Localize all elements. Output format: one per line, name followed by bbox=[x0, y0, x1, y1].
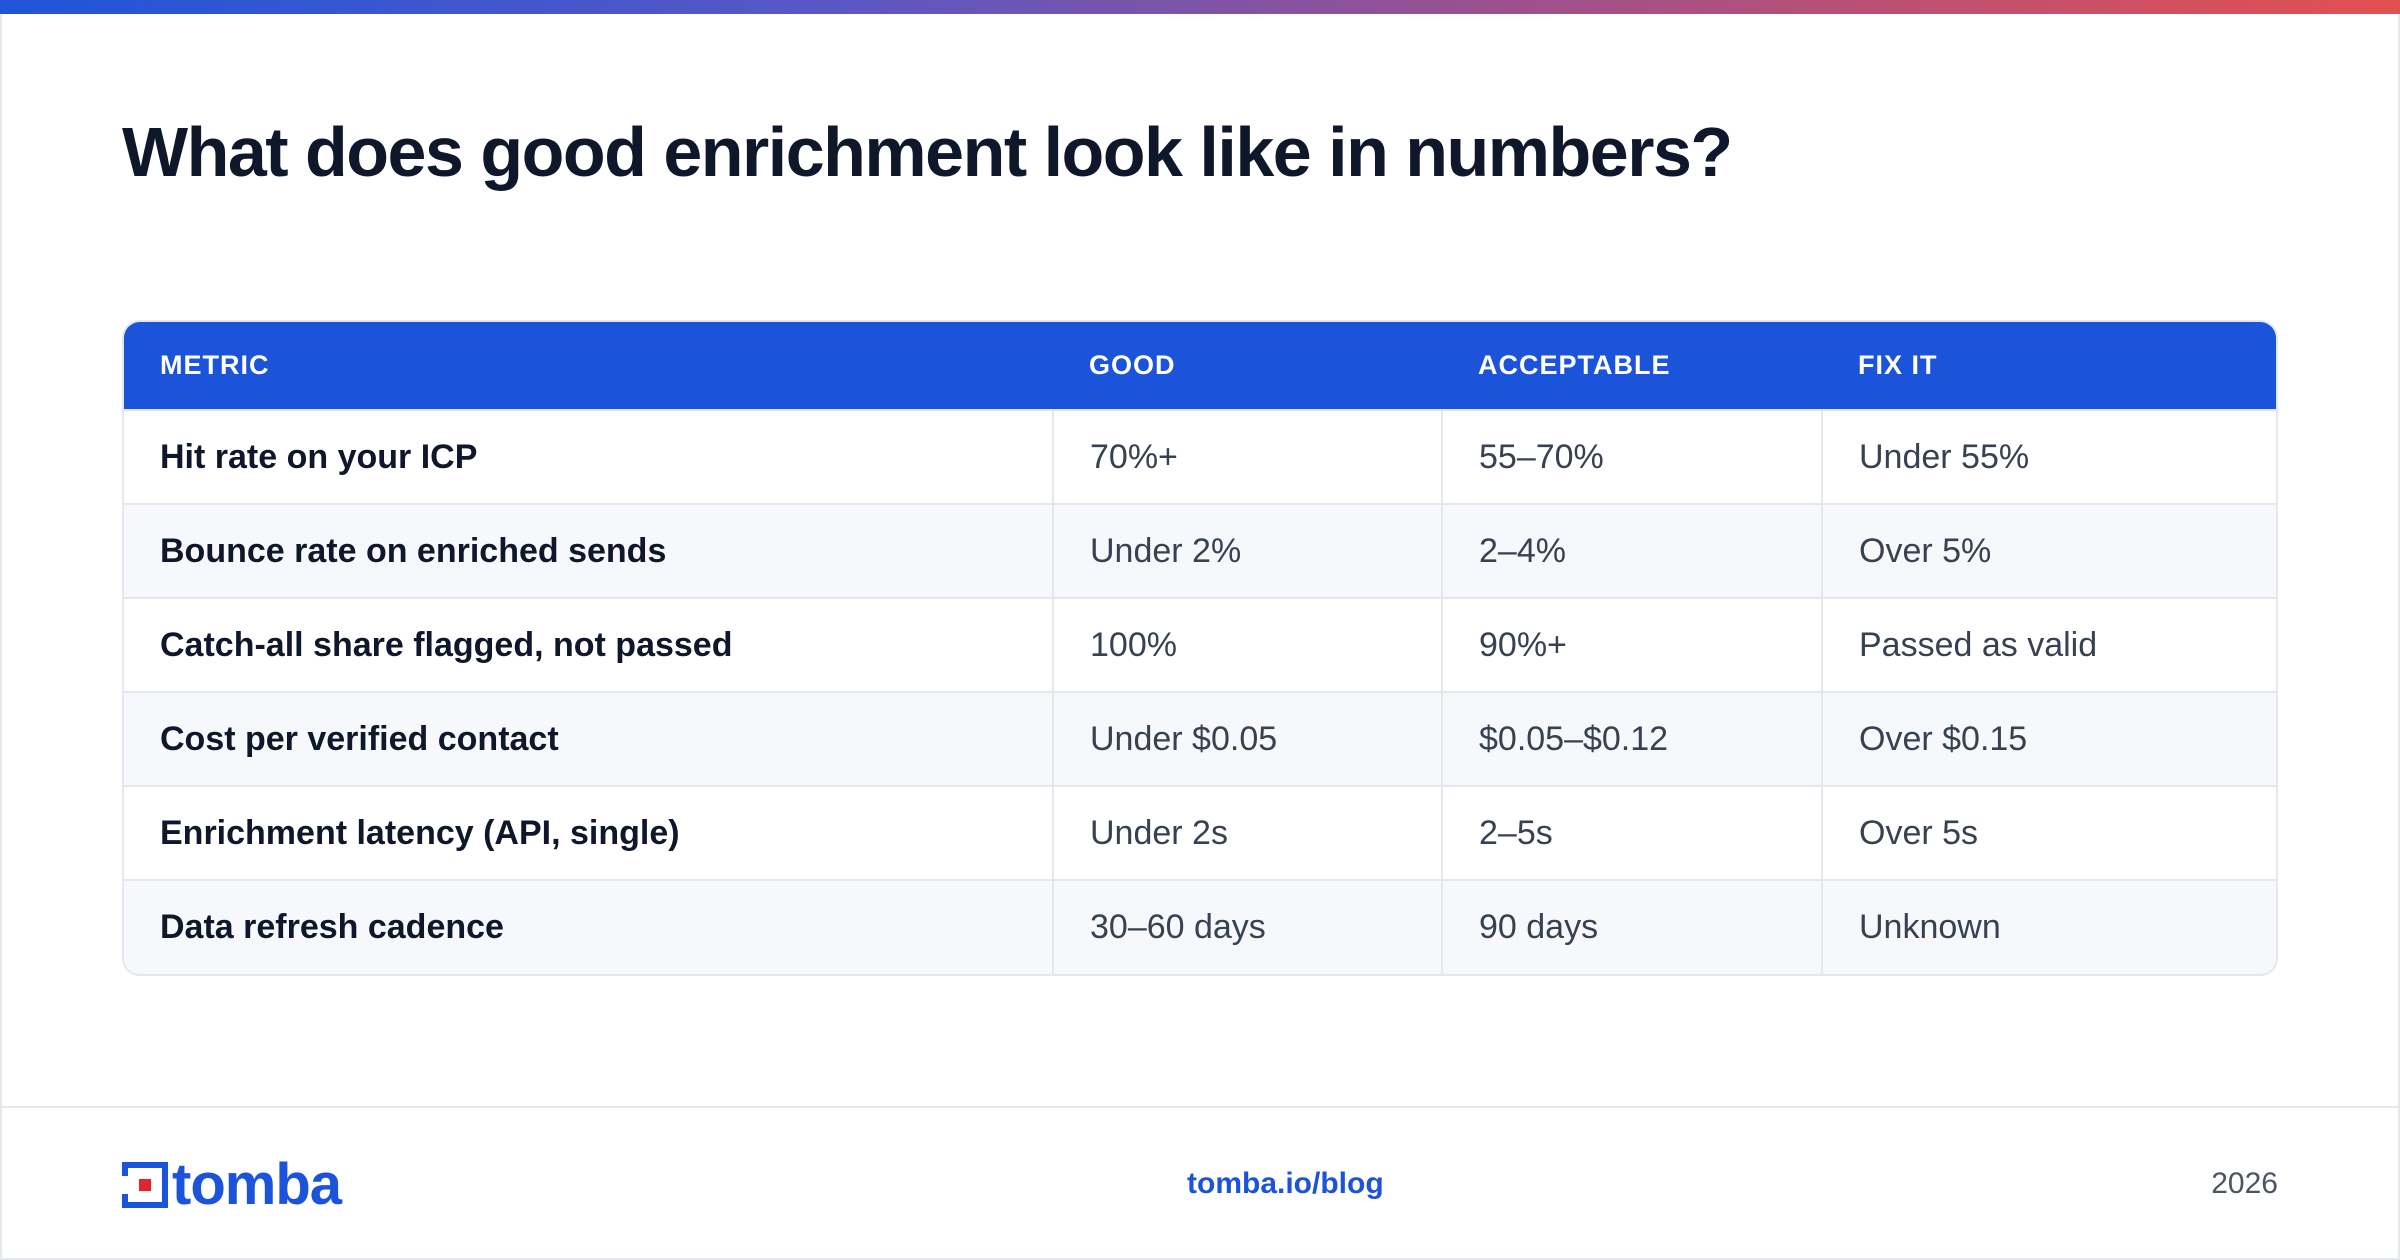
cell-acceptable: 2–4% bbox=[1441, 503, 1822, 598]
cell-fix-it: Over 5% bbox=[1821, 503, 2276, 598]
tomba-logo[interactable]: tomba bbox=[122, 1152, 342, 1217]
metrics-table: METRIC GOOD ACCEPTABLE FIX IT Hit rate o… bbox=[124, 322, 2276, 974]
cell-fix-it: Unknown bbox=[1821, 879, 2276, 974]
table-row: Bounce rate on enriched sends Under 2% 2… bbox=[124, 503, 2276, 598]
table-row: Hit rate on your ICP 70%+ 55–70% Under 5… bbox=[124, 409, 2276, 504]
table-row: Data refresh cadence 30–60 days 90 days … bbox=[124, 879, 2276, 974]
metrics-table-container: METRIC GOOD ACCEPTABLE FIX IT Hit rate o… bbox=[122, 320, 2278, 976]
footer-year: 2026 bbox=[2211, 1167, 2278, 1200]
header-fix-it: FIX IT bbox=[1822, 322, 2276, 410]
header-acceptable: ACCEPTABLE bbox=[1442, 322, 1822, 410]
cell-acceptable: $0.05–$0.12 bbox=[1441, 691, 1822, 786]
page-title: What does good enrichment look like in n… bbox=[122, 113, 1733, 191]
tomba-logo-mark-icon bbox=[122, 1162, 168, 1208]
table-row: Catch-all share flagged, not passed 100%… bbox=[124, 597, 2276, 692]
cell-metric: Catch-all share flagged, not passed bbox=[124, 597, 1053, 692]
table-row: Cost per verified contact Under $0.05 $0… bbox=[124, 691, 2276, 786]
cell-fix-it: Under 55% bbox=[1821, 409, 2276, 504]
gradient-top-bar bbox=[0, 0, 2400, 14]
cell-good: Under $0.05 bbox=[1052, 691, 1442, 786]
cell-fix-it: Over $0.15 bbox=[1821, 691, 2276, 786]
cell-good: 70%+ bbox=[1052, 409, 1442, 504]
header-metric: METRIC bbox=[124, 322, 1053, 410]
cell-metric: Data refresh cadence bbox=[124, 879, 1053, 974]
cell-acceptable: 90 days bbox=[1441, 879, 1822, 974]
tomba-logo-text: tomba bbox=[172, 1152, 342, 1217]
cell-good: Under 2s bbox=[1052, 785, 1442, 880]
cell-good: 100% bbox=[1052, 597, 1442, 692]
footer-divider bbox=[0, 1106, 2400, 1108]
header-good: GOOD bbox=[1053, 322, 1442, 410]
cell-acceptable: 90%+ bbox=[1441, 597, 1822, 692]
cell-metric: Bounce rate on enriched sends bbox=[124, 503, 1053, 598]
cell-good: Under 2% bbox=[1052, 503, 1442, 598]
cell-acceptable: 2–5s bbox=[1441, 785, 1822, 880]
cell-metric: Enrichment latency (API, single) bbox=[124, 785, 1053, 880]
cell-fix-it: Over 5s bbox=[1821, 785, 2276, 880]
cell-acceptable: 55–70% bbox=[1441, 409, 1822, 504]
cell-metric: Hit rate on your ICP bbox=[124, 409, 1053, 504]
cell-metric: Cost per verified contact bbox=[124, 691, 1053, 786]
blog-link[interactable]: tomba.io/blog bbox=[1187, 1167, 1384, 1200]
cell-fix-it: Passed as valid bbox=[1821, 597, 2276, 692]
table-row: Enrichment latency (API, single) Under 2… bbox=[124, 785, 2276, 880]
cell-good: 30–60 days bbox=[1052, 879, 1442, 974]
table-header-row: METRIC GOOD ACCEPTABLE FIX IT bbox=[124, 322, 2276, 410]
